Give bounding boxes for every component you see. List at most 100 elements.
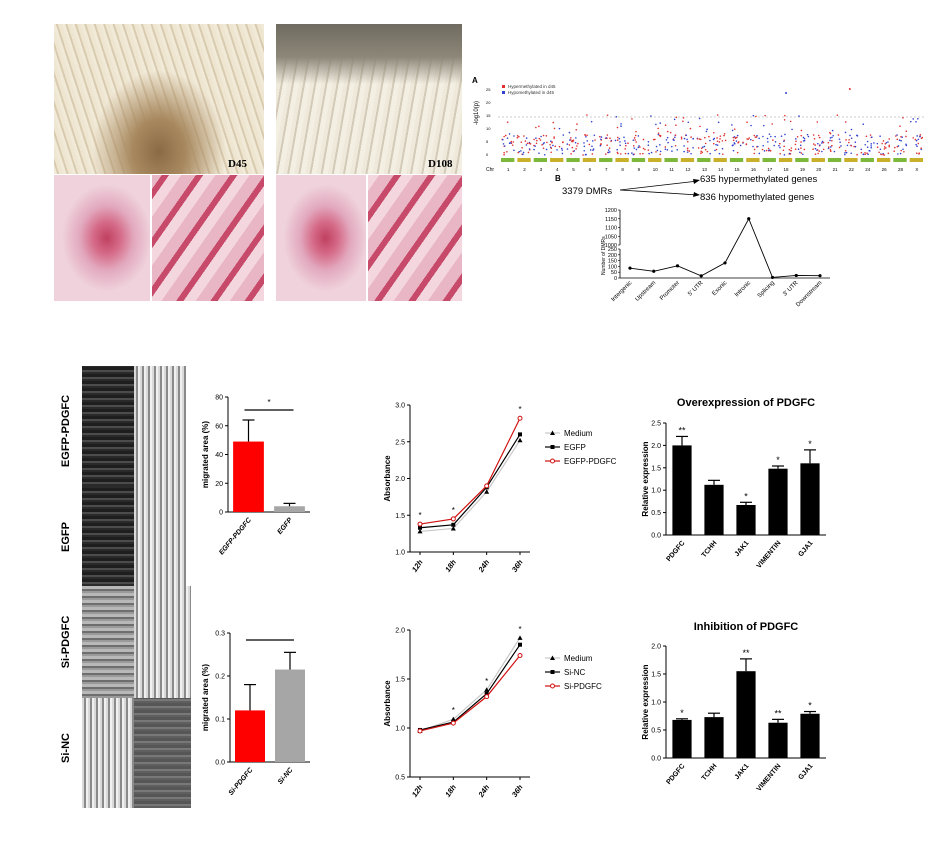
scratch-si-nc-0h [82, 698, 134, 808]
chromosome-label: 16 [751, 167, 757, 172]
y-tick-label: 150 [608, 259, 617, 265]
x-tick-label: VIMENTIN [756, 763, 783, 793]
manhattan-point [561, 152, 564, 155]
manhattan-point [765, 149, 768, 152]
manhattan-point [669, 131, 672, 134]
y-tick-label: 0.0 [651, 756, 661, 763]
manhattan-point [821, 142, 823, 144]
manhattan-point [827, 141, 830, 144]
manhattan-point [634, 139, 636, 141]
x-tick-label: JAK1 [734, 540, 751, 558]
series-point [518, 642, 522, 647]
manhattan-point [819, 144, 821, 146]
manhattan-point [572, 140, 574, 143]
y-axis-label: Absorbance [383, 455, 392, 502]
series-point [450, 716, 456, 722]
manhattan-point [650, 115, 652, 117]
manhattan-point [552, 121, 555, 124]
y-tick-label: 1.0 [395, 550, 405, 557]
chromosome-label: 20 [816, 167, 822, 172]
manhattan-point [881, 142, 883, 145]
legend-hyper-marker [502, 85, 505, 88]
manhattan-point [539, 139, 542, 141]
x-tick-label: 12h [410, 783, 425, 799]
manhattan-point [827, 146, 830, 148]
manhattan-point [901, 136, 903, 139]
chromosome-bar [729, 158, 744, 162]
bar [704, 717, 724, 758]
manhattan-y-ticks: 25 20 15 10 5 0 [486, 87, 491, 157]
x-tick-label: VIMENTIN [756, 540, 783, 570]
significance-mark: * [418, 511, 421, 520]
manhattan-point [829, 137, 832, 139]
manhattan-point [888, 145, 890, 148]
manhattan-point [623, 136, 625, 139]
manhattan-point [639, 146, 641, 148]
manhattan-point [723, 134, 725, 137]
manhattan-point [844, 131, 847, 134]
manhattan-point [545, 148, 548, 151]
manhattan-point [753, 134, 756, 137]
chromosome-bars [501, 158, 923, 162]
manhattan-point [619, 141, 621, 143]
dmr-x-label: Upstream [635, 280, 658, 303]
bar [275, 669, 305, 762]
manhattan-point [549, 143, 551, 146]
x-tick-label: TCHH [701, 540, 719, 559]
migration-inhibition-chart: migrated area (%) 0.0 0.1 0.2 0.3 Si-PDGFC Si-… [201, 631, 310, 797]
manhattan-point [700, 147, 703, 150]
chromosome-bar [664, 158, 678, 162]
manhattan-point [528, 148, 531, 150]
series-point [484, 694, 490, 700]
manhattan-point [686, 149, 689, 152]
dmr-x-label: 5' UTR [687, 280, 705, 298]
manhattan-point [591, 140, 594, 142]
manhattan-point [510, 140, 513, 143]
chromosome-label: 7 [605, 167, 608, 172]
manhattan-point [756, 134, 758, 137]
manhattan-point [667, 141, 669, 144]
manhattan-point [746, 138, 748, 140]
manhattan-point [674, 136, 676, 138]
manhattan-point [774, 141, 777, 143]
manhattan-point [854, 145, 857, 148]
manhattan-point [533, 148, 535, 151]
manhattan-point [915, 139, 918, 142]
manhattan-point [831, 139, 833, 142]
manhattan-point [831, 129, 834, 132]
manhattan-point [690, 136, 692, 138]
series-line [419, 439, 521, 533]
manhattan-point [586, 134, 588, 137]
manhattan-point [715, 143, 717, 146]
manhattan-point [790, 147, 793, 149]
manhattan-point [664, 124, 667, 127]
manhattan-point [527, 151, 530, 154]
manhattan-point [814, 144, 816, 146]
manhattan-point [789, 120, 792, 123]
y-tick-label: 1050 [605, 234, 617, 240]
series-point [450, 516, 456, 522]
manhattan-point [865, 135, 868, 138]
manhattan-point [683, 145, 685, 147]
chromosome-label: 8 [621, 167, 624, 172]
significance-mark: * [518, 405, 521, 414]
manhattan-point [655, 151, 657, 153]
manhattan-point [898, 139, 901, 142]
manhattan-point [554, 145, 557, 148]
manhattan-point [659, 150, 662, 153]
manhattan-point [705, 130, 708, 133]
y-tick-label: 60 [215, 423, 223, 430]
manhattan-point [627, 152, 630, 155]
manhattan-point [844, 121, 847, 123]
series-point [484, 687, 490, 692]
manhattan-point [894, 135, 897, 137]
y-tick-label: 2.0 [395, 476, 405, 483]
manhattan-point [553, 127, 556, 130]
manhattan-point [900, 139, 902, 142]
dmr-point [770, 275, 775, 280]
manhattan-point [736, 134, 739, 137]
manhattan-point [659, 122, 662, 124]
manhattan-point [577, 142, 579, 145]
manhattan-point [585, 136, 587, 138]
manhattan-point [538, 137, 541, 140]
